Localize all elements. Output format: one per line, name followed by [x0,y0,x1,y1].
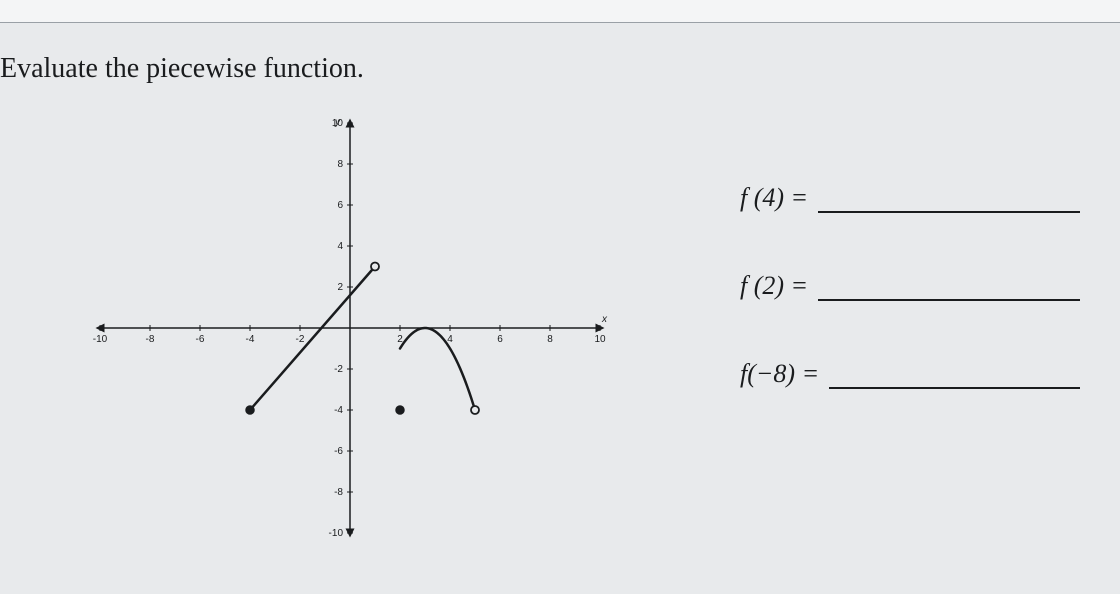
svg-text:-4: -4 [246,334,255,345]
svg-text:10: 10 [332,118,344,129]
question-row: f (4) = [740,183,1080,213]
answer-blank[interactable] [818,189,1080,213]
answer-blank[interactable] [829,365,1080,389]
question-label: f (2) = [740,271,808,301]
svg-text:-4: -4 [334,405,343,416]
svg-text:10: 10 [594,334,606,345]
svg-text:-6: -6 [334,446,343,457]
questions-block: f (4) = f (2) = f(−8) = [740,183,1080,447]
svg-text:-10: -10 [329,528,344,539]
answer-blank[interactable] [818,277,1080,301]
graph-container: yx-10-8-6-4-2246810-10-8-6-4-2246810 [80,103,620,553]
svg-text:-8: -8 [146,334,155,345]
svg-text:8: 8 [337,159,343,170]
curve-layer [246,263,479,415]
svg-text:-2: -2 [296,334,305,345]
question-row: f (2) = [740,271,1080,301]
svg-text:x: x [601,314,608,325]
question-label: f (4) = [740,183,808,213]
svg-text:8: 8 [547,334,553,345]
axes-layer: yx-10-8-6-4-2246810-10-8-6-4-2246810 [93,117,608,539]
page-title: Evaluate the piecewise function. [0,53,364,85]
svg-text:2: 2 [337,282,343,293]
graph-svg: yx-10-8-6-4-2246810-10-8-6-4-2246810 [80,103,620,553]
question-label: f(−8) = [740,359,819,389]
question-row: f(−8) = [740,359,1080,389]
svg-text:-2: -2 [334,364,343,375]
svg-text:4: 4 [337,241,343,252]
svg-text:-8: -8 [334,487,343,498]
svg-text:6: 6 [337,200,343,211]
svg-text:6: 6 [497,334,503,345]
svg-text:-6: -6 [196,334,205,345]
svg-text:-10: -10 [93,334,108,345]
